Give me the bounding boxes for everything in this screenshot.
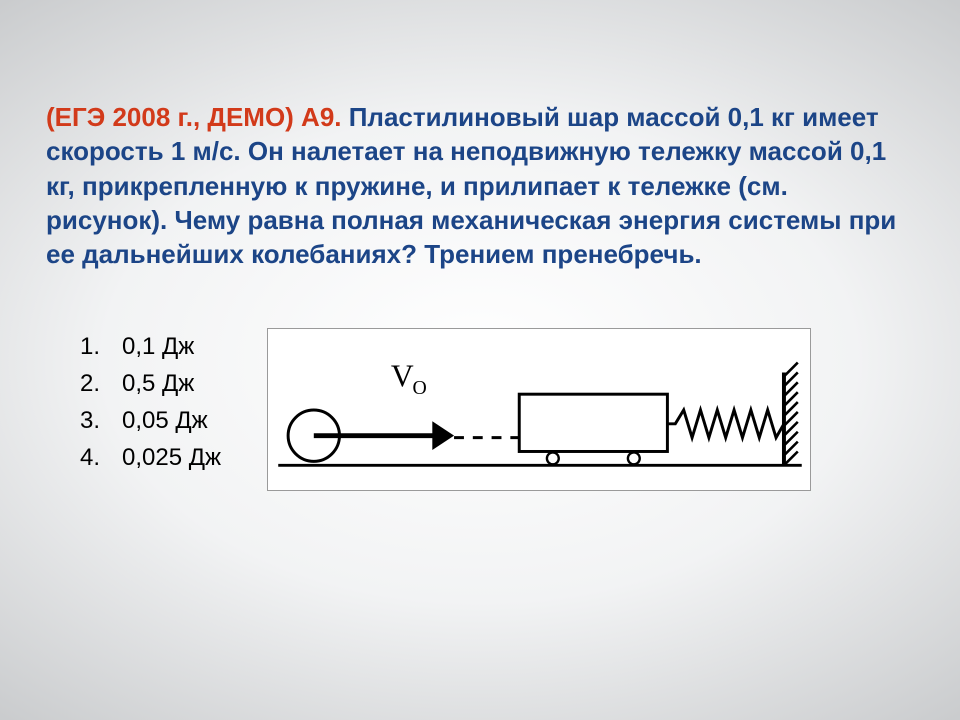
option-label: 0,025 Дж [122,439,221,476]
list-item: 2. 0,5 Дж [74,365,221,402]
slide-content: (ЕГЭ 2008 г., ДЕМО) А9. Пластилиновый ша… [46,100,916,491]
answer-options: 1. 0,1 Дж 2. 0,5 Дж 3. 0,05 Дж 4. 0,025 … [74,328,221,477]
list-item: 1. 0,1 Дж [74,328,221,365]
diagram-svg: VO [268,329,810,490]
option-number: 1. [74,328,100,365]
physics-diagram: VO [267,328,811,491]
option-number: 3. [74,402,100,439]
list-item: 4. 0,025 Дж [74,439,221,476]
svg-text:O: O [413,377,427,399]
option-label: 0,1 Дж [122,328,194,365]
option-label: 0,05 Дж [122,402,208,439]
option-number: 2. [74,365,100,402]
list-item: 3. 0,05 Дж [74,402,221,439]
option-label: 0,5 Дж [122,365,194,402]
question-text: (ЕГЭ 2008 г., ДЕМО) А9. Пластилиновый ша… [46,100,916,272]
svg-text:V: V [391,358,414,393]
option-number: 4. [74,439,100,476]
lower-row: 1. 0,1 Дж 2. 0,5 Дж 3. 0,05 Дж 4. 0,025 … [46,328,916,491]
question-source: (ЕГЭ 2008 г., ДЕМО) А9. [46,102,342,132]
